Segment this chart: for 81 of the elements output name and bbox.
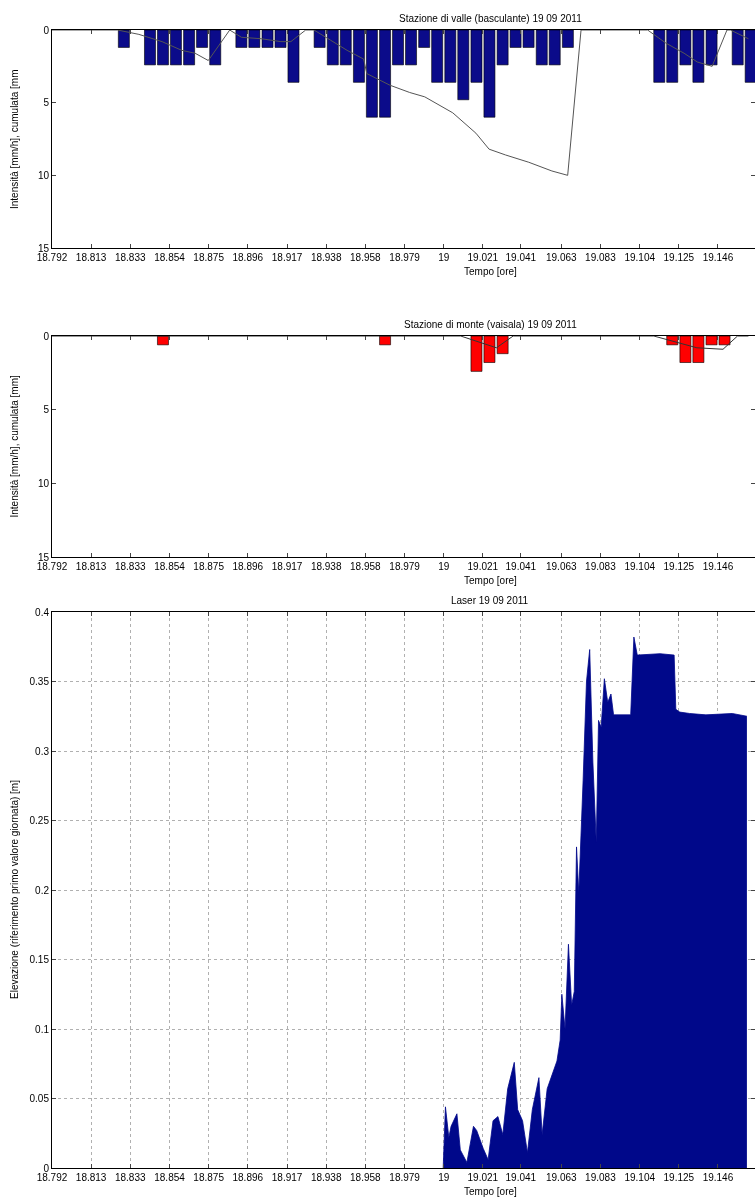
chart-title: Laser 19 09 2011: [451, 595, 529, 606]
y-tick-label: 15: [37, 242, 50, 254]
y-tick-label: 0.35: [29, 676, 50, 687]
x-tick-label: 19: [438, 1172, 450, 1183]
line-series: [52, 30, 749, 176]
y-tick-label: 0: [43, 330, 50, 342]
x-axis-title: Tempo [ore]: [464, 575, 518, 586]
x-tick-label: 18.833: [114, 252, 146, 263]
x-tick-label: 18.896: [232, 252, 264, 263]
x-tick-label: 18.854: [154, 1172, 186, 1183]
y-tick-label: 0.3: [35, 745, 50, 757]
y-tick-label: 0: [43, 1162, 50, 1174]
x-tick-label: 18.958: [350, 1172, 382, 1183]
x-tick-label: 18.813: [75, 1172, 107, 1183]
x-tick-label: 18.875: [193, 561, 225, 572]
x-tick-label: 18.938: [310, 561, 342, 572]
x-tick-label: 18.958: [350, 561, 382, 572]
x-tick-label: 19.104: [624, 1172, 656, 1183]
y-tick-label: 15: [37, 551, 50, 563]
x-tick-label: 19.083: [585, 561, 617, 572]
x-tick-label: 19.104: [624, 252, 656, 263]
x-tick-label: 19: [438, 561, 450, 572]
x-tick-label: 18.979: [389, 561, 421, 572]
x-tick-label: 18.813: [75, 561, 107, 572]
x-tick-label: 19.021: [467, 252, 499, 263]
x-tick-label: 18.833: [114, 1172, 146, 1183]
x-tick-label: 19: [438, 252, 450, 263]
y-tick-label: 0.2: [35, 884, 50, 896]
x-tick-label: 19.063: [545, 252, 578, 263]
y-axis-title: Intensità [mm/h], cumulata [mm: [9, 69, 20, 209]
x-tick-label: 18.917: [271, 561, 303, 572]
y-tick-label: 0.4: [35, 606, 50, 618]
x-tick-label: 18.896: [232, 1172, 264, 1183]
x-tick-label: 19.021: [467, 1172, 499, 1183]
x-tick-label: 19.104: [624, 561, 656, 572]
y-tick-label: 10: [37, 477, 50, 489]
x-tick-label: 18.896: [232, 561, 264, 572]
x-tick-label: 18.875: [193, 1172, 225, 1183]
x-tick-label: 19.146: [702, 1172, 734, 1183]
x-tick-label: 18.792: [36, 252, 68, 263]
x-tick-label: 19.146: [702, 561, 734, 572]
x-tick-label: 18.792: [36, 1172, 68, 1183]
y-tick-label: 0.15: [29, 954, 50, 965]
x-tick-label: 18.979: [389, 252, 421, 263]
y-axis-title: Intensità [mm/h], cumulata [mm]: [8, 375, 20, 518]
x-tick-label: 19.083: [585, 252, 617, 263]
x-tick-label: 19.063: [545, 1172, 578, 1183]
x-tick-label: 19.146: [702, 252, 734, 263]
x-tick-label: 19.125: [663, 561, 695, 572]
x-axis-title: Tempo [ore]: [464, 266, 518, 277]
x-tick-label: 18.833: [114, 561, 146, 572]
x-tick-label: 19.083: [585, 1172, 617, 1183]
y-tick-label: 0.1: [35, 1023, 50, 1035]
x-tick-label: 18.958: [350, 252, 382, 263]
x-tick-label: 19.063: [545, 561, 578, 572]
x-tick-label: 19.125: [663, 252, 695, 263]
y-tick-label: 0.25: [29, 815, 50, 826]
y-tick-label: 0: [43, 24, 50, 36]
x-tick-label: 18.979: [389, 1172, 421, 1183]
x-axis-title: Tempo [ore]: [464, 1186, 518, 1197]
x-tick-label: 19.041: [505, 1172, 537, 1183]
y-tick-label: 10: [37, 169, 50, 181]
x-tick-label: 18.854: [154, 252, 186, 263]
x-tick-label: 19.125: [663, 1172, 695, 1183]
x-tick-label: 19.021: [467, 561, 499, 572]
x-tick-label: 18.875: [193, 252, 225, 263]
x-tick-label: 18.938: [310, 252, 342, 263]
x-tick-label: 18.938: [310, 1172, 342, 1183]
chart-title: Stazione di valle (basculante) 19 09 2011: [399, 13, 583, 24]
x-tick-label: 18.917: [271, 1172, 303, 1183]
y-axis-title: Elevazione (riferimento primo valore giornata) [m]: [9, 779, 20, 999]
x-tick-label: 19.041: [505, 561, 537, 572]
x-tick-label: 18.917: [271, 252, 303, 263]
x-tick-label: 18.854: [154, 561, 186, 572]
y-tick-label: 5: [43, 404, 50, 416]
chart-title: Stazione di monte (vaisala) 19 09 2011: [404, 319, 578, 330]
x-tick-label: 18.813: [75, 252, 107, 263]
y-tick-label: 0.05: [29, 1093, 50, 1104]
x-tick-label: 18.792: [36, 561, 68, 572]
y-tick-label: 5: [43, 97, 50, 109]
x-tick-label: 19.041: [505, 252, 537, 263]
